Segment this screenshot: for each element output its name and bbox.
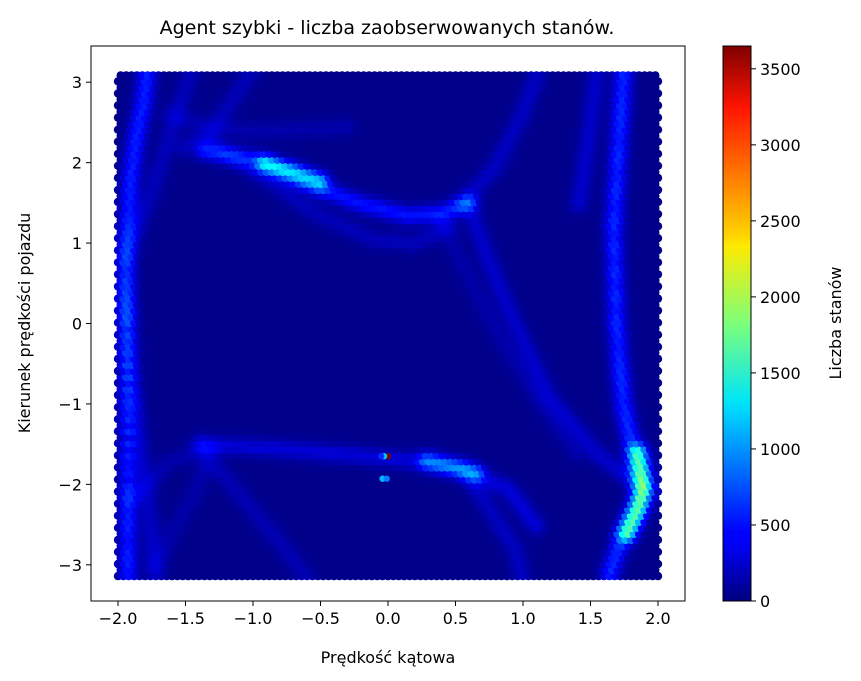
hexbin-layer [113, 71, 663, 581]
plot-area [90, 45, 686, 602]
chart-title: Agent szybki - liczba zaobserwowanych st… [160, 17, 615, 39]
